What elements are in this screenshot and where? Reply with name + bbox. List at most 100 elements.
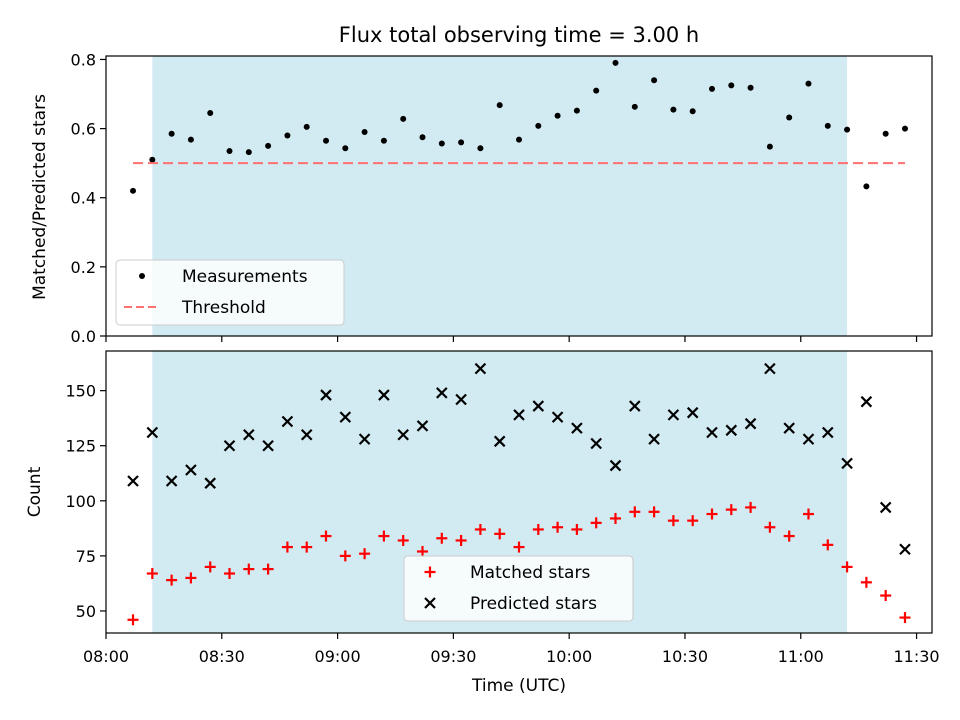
- chart-title: Flux total observing time = 3.00 h: [339, 23, 699, 47]
- predicted-star-point: [165, 475, 178, 487]
- matched-star-point: [802, 508, 814, 520]
- predicted-star-point: [841, 457, 853, 470]
- matched-star-point: [667, 515, 679, 527]
- matched-star-point: [745, 501, 757, 513]
- measurement-point: [168, 130, 175, 137]
- measurement-point: [323, 137, 330, 144]
- predicted-star-point: [146, 426, 159, 439]
- legend-label: Matched stars: [470, 563, 590, 583]
- predicted-star-point: [262, 439, 274, 452]
- y-tick-label: 0.0: [71, 327, 96, 346]
- predicted-star-point: [783, 422, 795, 434]
- predicted-star-point: [493, 435, 506, 448]
- y-tick-label: 125: [65, 437, 96, 456]
- matched-star-point: [706, 508, 718, 520]
- top-panel: 0.0 0.2 0.4 0.6 0.8 Measurements Threshold: [71, 50, 933, 346]
- legend-marker: [424, 597, 436, 609]
- measurement-point: [130, 187, 137, 194]
- measurement-point: [824, 122, 831, 129]
- measurement-point: [361, 129, 368, 136]
- measurement-point: [496, 102, 503, 109]
- x-tick-label: 11:30: [894, 647, 940, 666]
- matched-star-point: [127, 614, 139, 626]
- predicted-star-point: [416, 420, 429, 432]
- x-tick-label: 08:30: [199, 647, 245, 666]
- predicted-star-point: [339, 411, 352, 423]
- matched-star-point: [513, 541, 525, 553]
- measurement-point: [284, 132, 291, 139]
- predicted-star-point: [281, 415, 294, 428]
- matched-star-point: [552, 521, 564, 533]
- measurement-point: [535, 122, 542, 129]
- matched-star-point: [783, 530, 795, 542]
- predicted-star-point: [551, 411, 564, 423]
- predicted-star-point: [648, 433, 660, 445]
- matched-star-point: [532, 523, 544, 535]
- predicted-star-point: [455, 393, 467, 406]
- matched-star-point: [648, 506, 660, 518]
- measurement-point: [786, 114, 793, 121]
- measurement-point: [419, 134, 426, 141]
- y-tick-label: 100: [65, 492, 96, 511]
- y-tick-label: 75: [76, 547, 96, 566]
- predicted-star-point: [397, 428, 409, 441]
- measurement-point: [207, 110, 214, 117]
- predicted-star-point: [899, 543, 911, 556]
- matched-star-point: [397, 534, 409, 546]
- matched-star-point: [262, 563, 274, 575]
- y-tick-label: 150: [65, 382, 96, 401]
- predicted-star-point: [378, 389, 390, 401]
- legend: Matched stars Predicted stars: [403, 555, 634, 622]
- matched-star-point: [899, 612, 911, 624]
- measurement-point: [342, 145, 349, 152]
- predicted-star-point: [204, 477, 216, 489]
- predicted-star-point: [822, 426, 834, 439]
- predicted-star-point: [744, 417, 757, 430]
- predicted-star-point: [436, 387, 448, 399]
- y-tick-label: 0.2: [71, 258, 96, 277]
- predicted-star-point: [243, 428, 255, 441]
- matched-star-point: [224, 568, 236, 580]
- x-tick-label: 09:30: [430, 647, 476, 666]
- x-tick-label: 08:00: [83, 647, 129, 666]
- predicted-star-point: [320, 389, 332, 401]
- measurement-point: [901, 125, 908, 132]
- measurement-point: [226, 148, 233, 155]
- predicted-star-point: [725, 424, 738, 437]
- bottom-y-axis-label: Count: [25, 466, 45, 517]
- y-tick-label: 50: [76, 602, 96, 621]
- top-y-axis-label: Matched/Predicted stars: [30, 94, 50, 300]
- legend-label: Threshold: [181, 298, 266, 318]
- legend-label: Measurements: [182, 267, 308, 287]
- predicted-star-point: [860, 395, 873, 408]
- predicted-star-point: [879, 501, 892, 514]
- measurement-point: [400, 115, 407, 122]
- predicted-star-point: [802, 433, 815, 445]
- axes-frame: [105, 350, 933, 634]
- matched-star-point: [841, 561, 853, 573]
- predicted-star-point: [185, 464, 197, 476]
- predicted-star-point: [513, 409, 525, 421]
- measurement-point: [149, 156, 156, 163]
- predicted-star-point: [590, 437, 602, 450]
- y-tick-label: 0.8: [71, 50, 96, 69]
- x-axis-label: Time (UTC): [471, 676, 566, 696]
- matched-star-point: [822, 539, 834, 551]
- predicted-star-point: [127, 475, 139, 487]
- matched-star-point: [378, 530, 390, 542]
- x-tick-label: 09:00: [315, 647, 361, 666]
- matched-star-point: [243, 563, 255, 575]
- measurement-point: [805, 80, 812, 87]
- predicted-star-point: [667, 409, 680, 421]
- legend-box: [403, 555, 634, 622]
- matched-star-point: [301, 541, 313, 553]
- legend-box: [115, 259, 345, 326]
- matched-star-point: [436, 532, 448, 544]
- matched-star-point: [185, 572, 197, 584]
- predicted-star-point: [764, 362, 776, 375]
- y-tick-label: 0.6: [71, 120, 96, 139]
- matched-star-point: [629, 506, 641, 518]
- measurement-point: [766, 143, 773, 150]
- measurement-point: [265, 142, 272, 149]
